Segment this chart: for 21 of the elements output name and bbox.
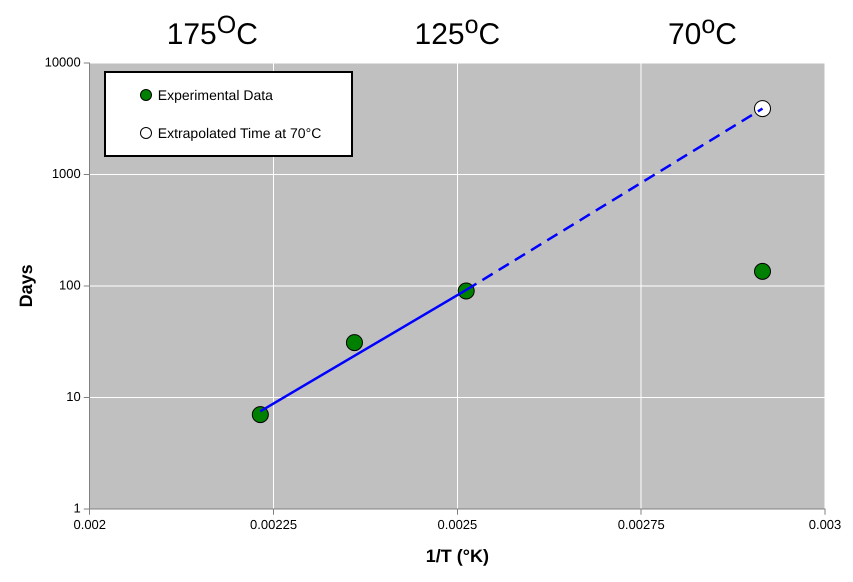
text: 70$^{o}$C (668, 11, 737, 52)
point (346, 334, 363, 352)
x-axis-title: 1/T (°K) (426, 546, 489, 566)
point (754, 100, 772, 118)
y-tick-label: 10 (66, 388, 81, 404)
y-tick-label: 100 (59, 277, 81, 292)
x-tick-label: 0.002 (73, 517, 106, 532)
text: 175$^{O}$C (166, 11, 258, 52)
y-tick-label: 10000 (44, 54, 81, 70)
legend-label: Experimental Data (158, 87, 273, 103)
y-tick-label: 1 (74, 500, 81, 516)
legend-label: Extrapolated Time at 70°C (158, 125, 322, 141)
x-tick-label: 0.00225 (250, 517, 298, 532)
x-tick-label: 0.00275 (618, 517, 665, 532)
x-tick-label: 0.003 (808, 517, 842, 532)
y-axis-title: Days (16, 264, 36, 308)
point (754, 262, 772, 280)
point (252, 406, 269, 424)
y-tick-label: 1000 (52, 166, 81, 182)
text: 125$^{o}$C (414, 11, 500, 52)
x-tick-label: 0.0025 (437, 517, 478, 532)
